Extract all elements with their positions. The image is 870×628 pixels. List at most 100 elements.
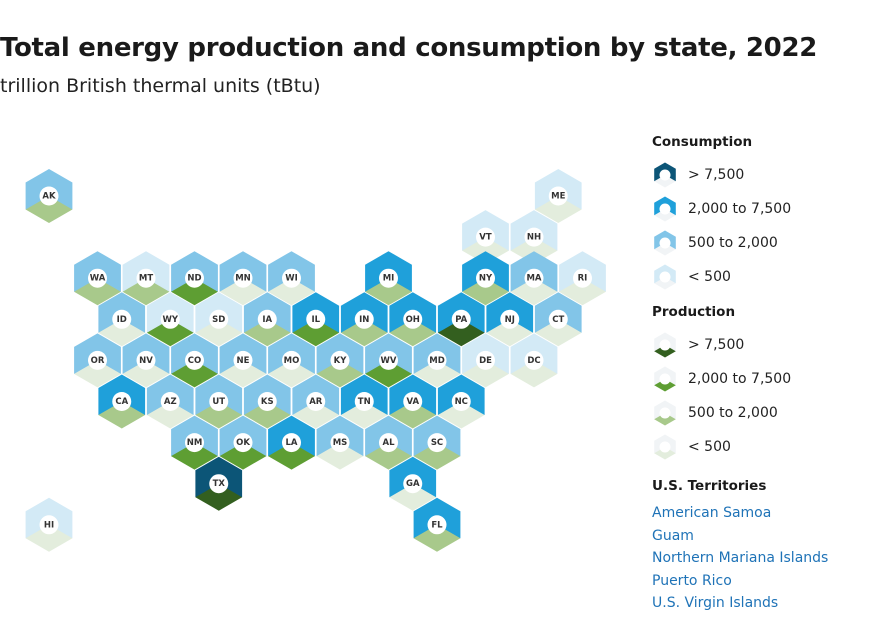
legend-consumption-item: 500 to 2,000 — [652, 226, 867, 260]
state-label-va: VA — [406, 397, 419, 407]
state-hex-sd[interactable]: SD — [195, 292, 243, 347]
territory-link-american-samoa[interactable]: American Samoa — [652, 505, 772, 521]
state-hex-md[interactable]: MD — [413, 333, 461, 388]
state-hex-oh[interactable]: OH — [389, 292, 437, 347]
legend-production-swatch — [654, 400, 676, 426]
legend-production-item: > 7,500 — [652, 328, 867, 362]
state-label-ne: NE — [237, 356, 250, 366]
state-label-in: IN — [359, 315, 369, 325]
state-hex-wi[interactable]: WI — [268, 251, 315, 306]
state-label-ks: KS — [261, 397, 274, 407]
state-hex-ks[interactable]: KS — [243, 374, 291, 429]
state-hex-tx[interactable]: TX — [195, 456, 243, 511]
state-label-ar: AR — [309, 397, 323, 407]
legend-production-swatch — [654, 332, 676, 358]
state-hex-ar[interactable]: AR — [292, 374, 340, 429]
state-hex-de[interactable]: DE — [462, 333, 509, 388]
legend-consumption-title: Consumption — [652, 134, 753, 150]
state-label-ok: OK — [236, 438, 250, 448]
state-hex-ga[interactable]: GA — [389, 456, 437, 511]
state-hex-ri[interactable]: RI — [559, 251, 606, 306]
page-title: Total energy production and consumption … — [0, 33, 818, 63]
territory-link-guam[interactable]: Guam — [652, 527, 694, 544]
state-hex-pa[interactable]: PA — [437, 292, 485, 347]
state-label-nc: NC — [455, 397, 468, 407]
state-label-ut: UT — [212, 397, 225, 407]
page-subtitle: trillion British thermal units (tBtu) — [0, 75, 321, 97]
state-hex-ia[interactable]: IA — [243, 292, 291, 347]
state-hex-ma[interactable]: MA — [510, 251, 558, 306]
legend-consumption-label: 500 to 2,000 — [688, 235, 778, 251]
state-hex-ne[interactable]: NE — [219, 333, 267, 388]
state-label-ky: KY — [334, 356, 348, 366]
state-label-mn: MN — [235, 274, 251, 284]
state-label-il: IL — [311, 315, 320, 325]
state-hex-id[interactable]: ID — [98, 292, 146, 347]
state-label-fl: FL — [431, 520, 443, 530]
state-label-mi: MI — [383, 274, 395, 284]
state-hex-al[interactable]: AL — [365, 415, 412, 470]
state-hex-sc[interactable]: SC — [413, 415, 461, 470]
state-hex-wa[interactable]: WA — [74, 251, 121, 306]
state-hex-ct[interactable]: CT — [534, 292, 582, 347]
state-hex-dc[interactable]: DC — [510, 333, 558, 388]
legend-consumption-item: > 7,500 — [652, 158, 867, 192]
state-hex-nh[interactable]: NH — [510, 210, 558, 265]
state-hex-me[interactable]: ME — [534, 169, 582, 223]
state-label-ny: NY — [479, 274, 493, 284]
state-hex-hi[interactable]: HI — [25, 497, 73, 552]
state-hex-nd[interactable]: ND — [171, 251, 218, 306]
legend-consumption: Consumption > 7,500 2,000 to 7,500 500 to … — [652, 134, 867, 294]
state-hex-ok[interactable]: OK — [219, 415, 267, 470]
state-label-ma: MA — [526, 274, 541, 284]
state-label-sd: SD — [212, 315, 225, 325]
state-hex-il[interactable]: IL — [292, 292, 340, 347]
state-label-wv: WV — [381, 356, 397, 366]
legend-production-item: 2,000 to 7,500 — [652, 362, 867, 396]
state-label-nm: NM — [187, 438, 203, 448]
state-hex-va[interactable]: VA — [389, 374, 437, 429]
state-hex-ms[interactable]: MS — [316, 415, 364, 470]
state-label-al: AL — [383, 438, 396, 448]
state-hex-nj[interactable]: NJ — [486, 292, 534, 347]
territory-link-northern-mariana-islands[interactable]: Northern Mariana Islands — [652, 550, 829, 566]
state-hex-mi[interactable]: MI — [365, 251, 412, 306]
legend-production-swatch — [654, 366, 676, 392]
state-hex-ky[interactable]: KY — [316, 333, 364, 388]
state-hex-fl[interactable]: FL — [413, 497, 461, 552]
state-hex-wy[interactable]: WY — [146, 292, 194, 347]
state-label-az: AZ — [164, 397, 177, 407]
state-hex-vt[interactable]: VT — [462, 210, 509, 265]
legend-consumption-label: 2,000 to 7,500 — [688, 201, 792, 217]
state-hex-mt[interactable]: MT — [122, 251, 170, 306]
state-hex-la[interactable]: LA — [268, 415, 315, 470]
state-hex-mn[interactable]: MN — [219, 251, 267, 306]
legend-production-item: 500 to 2,000 — [652, 396, 867, 430]
state-label-la: LA — [286, 438, 298, 448]
territory-link-u-s-virgin-islands[interactable]: U.S. Virgin Islands — [652, 595, 779, 611]
legend-production-label: 2,000 to 7,500 — [688, 371, 792, 387]
state-hex-nm[interactable]: NM — [171, 415, 218, 470]
legend-consumption-item: < 500 — [652, 260, 867, 294]
state-hex-ca[interactable]: CA — [98, 374, 146, 429]
state-hex-mo[interactable]: MO — [268, 333, 315, 388]
state-label-mo: MO — [284, 356, 300, 366]
hex-tile-map: AK ME VT NH WA MT ND MN WI MI NY MA RI ID WY SD IA IL IN OH… — [25, 169, 606, 552]
state-hex-nv[interactable]: NV — [122, 333, 170, 388]
state-label-md: MD — [429, 356, 445, 366]
state-hex-ak[interactable]: AK — [25, 169, 73, 223]
state-hex-ut[interactable]: UT — [195, 374, 243, 429]
state-label-ri: RI — [578, 274, 588, 284]
state-label-co: CO — [188, 356, 201, 366]
state-hex-co[interactable]: CO — [171, 333, 218, 388]
state-label-mt: MT — [139, 274, 153, 284]
state-hex-or[interactable]: OR — [74, 333, 121, 388]
territory-link-puerto-rico[interactable]: Puerto Rico — [652, 572, 732, 589]
state-hex-tn[interactable]: TN — [340, 374, 388, 429]
state-hex-in[interactable]: IN — [340, 292, 388, 347]
state-hex-ny[interactable]: NY — [462, 251, 509, 306]
legend-production-label: < 500 — [688, 439, 731, 455]
state-hex-az[interactable]: AZ — [146, 374, 194, 429]
state-hex-nc[interactable]: NC — [437, 374, 485, 429]
state-hex-wv[interactable]: WV — [365, 333, 412, 388]
